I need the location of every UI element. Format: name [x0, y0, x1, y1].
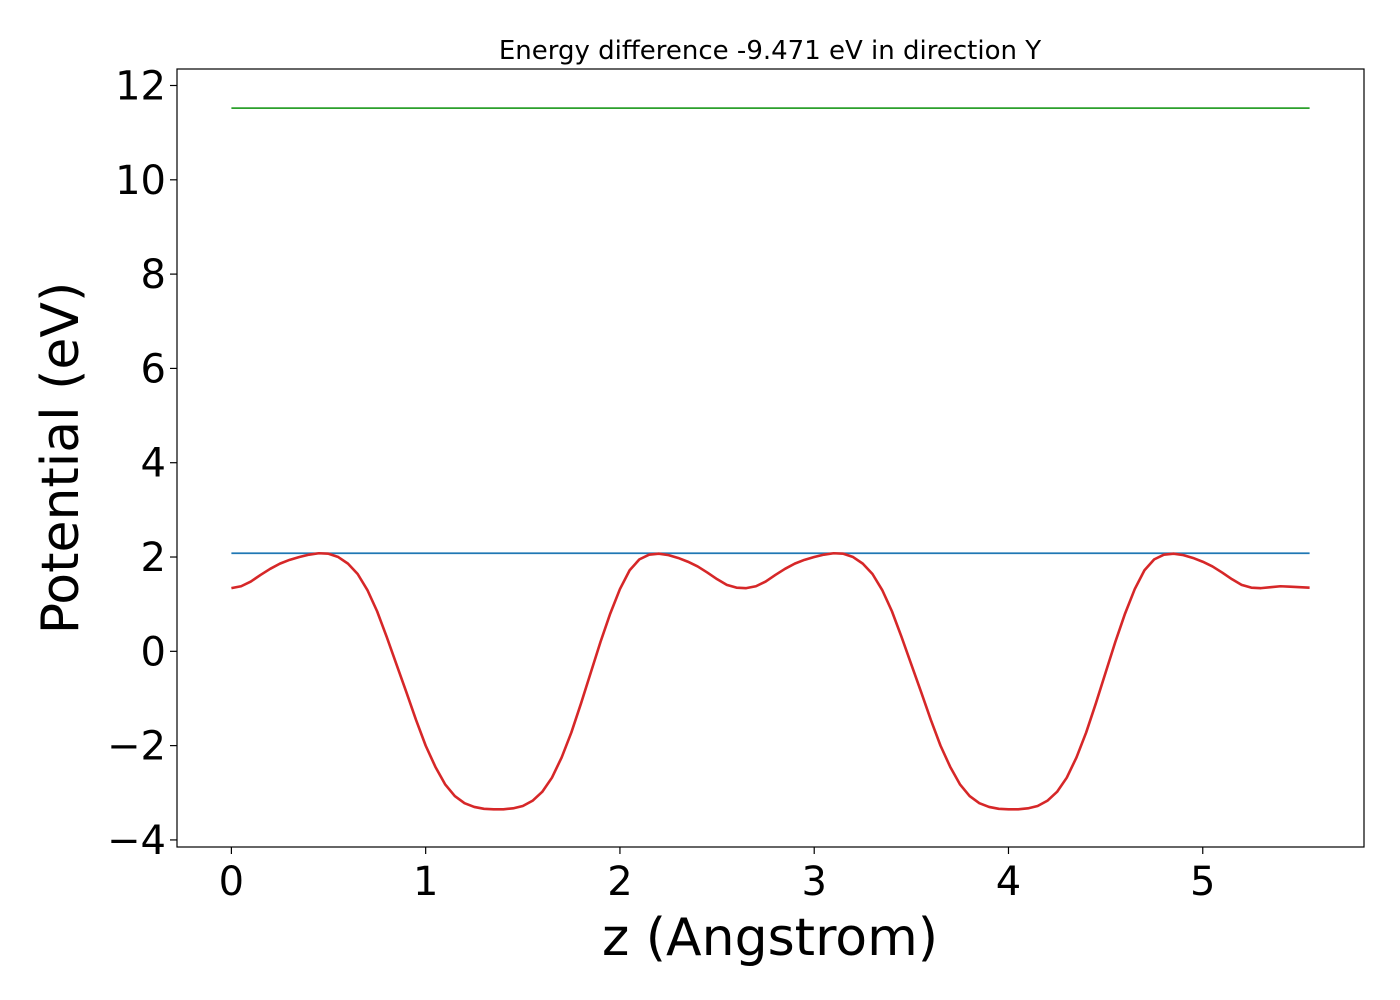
- x-tick-label: 1: [413, 859, 438, 905]
- plot-frame: [176, 68, 1365, 848]
- y-tick-label: 4: [141, 441, 166, 487]
- y-tick-label: 12: [115, 64, 166, 110]
- y-axis: −4 −2 0 2 4 6 8 10 12: [107, 64, 177, 864]
- chart-title: Energy difference -9.471 eV in direction…: [499, 36, 1041, 66]
- x-tick-label: 5: [1190, 859, 1215, 905]
- y-tick-label: 10: [115, 158, 166, 204]
- y-tick-label: 0: [141, 629, 166, 675]
- x-tick-label: 0: [219, 859, 244, 905]
- y-tick-label: 8: [141, 252, 166, 298]
- y-tick-label: 6: [141, 346, 166, 392]
- x-axis-label: z (Angstrom): [602, 908, 938, 968]
- y-axis-label: Potential (eV): [31, 282, 91, 634]
- series-layer: [231, 107, 1310, 811]
- x-tick-label: 2: [607, 859, 632, 905]
- y-tick-label: −4: [107, 818, 166, 864]
- series-line-2: [231, 551, 1310, 811]
- x-axis: 0 1 2 3 4 5: [219, 847, 1215, 905]
- x-tick-label: 4: [996, 859, 1021, 905]
- y-tick-label: −2: [107, 724, 166, 770]
- y-tick-label: 2: [141, 535, 166, 581]
- x-tick-label: 3: [801, 859, 826, 905]
